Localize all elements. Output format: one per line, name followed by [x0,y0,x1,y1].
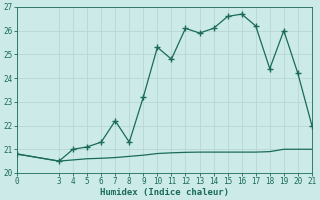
X-axis label: Humidex (Indice chaleur): Humidex (Indice chaleur) [100,188,229,197]
